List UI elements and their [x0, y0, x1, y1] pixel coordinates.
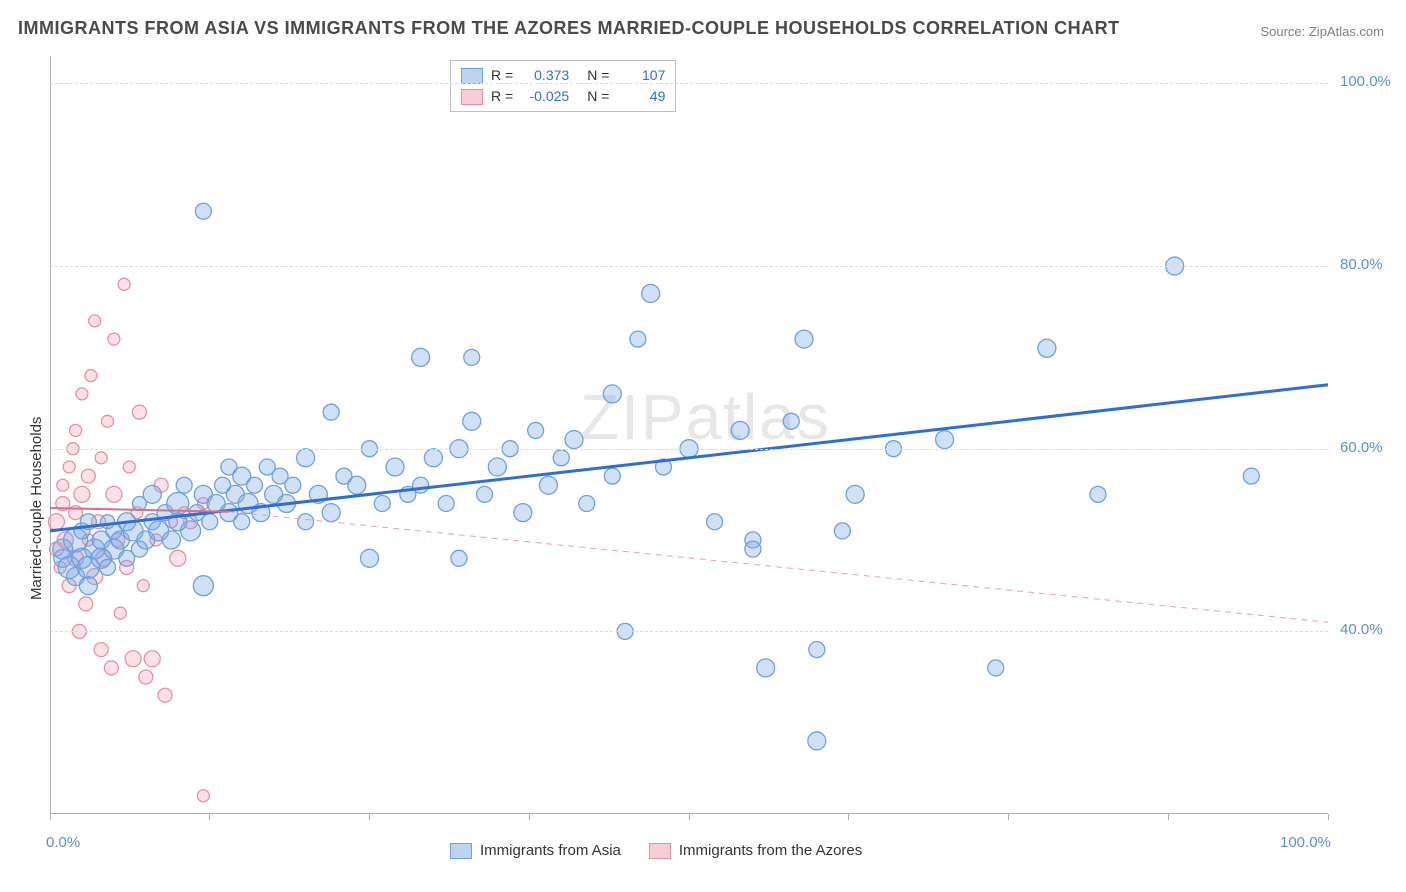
- point-asia: [579, 495, 595, 511]
- point-asia: [808, 732, 826, 750]
- point-asia: [79, 577, 97, 595]
- point-asia: [386, 458, 404, 476]
- point-asia: [514, 504, 532, 522]
- point-asia: [234, 514, 250, 530]
- point-asia: [193, 576, 213, 596]
- point-asia: [323, 404, 339, 420]
- point-asia: [297, 449, 315, 467]
- point-azores: [94, 643, 108, 657]
- point-asia: [195, 203, 211, 219]
- point-azores: [123, 461, 135, 473]
- point-asia: [298, 514, 314, 530]
- x-tick: [1168, 814, 1169, 820]
- point-asia: [731, 421, 749, 439]
- point-azores: [57, 479, 69, 491]
- point-asia: [464, 349, 480, 365]
- point-asia: [374, 495, 390, 511]
- point-asia: [809, 642, 825, 658]
- point-asia: [463, 412, 481, 430]
- point-asia: [988, 660, 1004, 676]
- point-azores: [170, 550, 186, 566]
- point-azores: [79, 597, 93, 611]
- point-azores: [74, 486, 90, 502]
- point-azores: [104, 661, 118, 675]
- point-azores: [114, 607, 126, 619]
- point-azores: [81, 469, 95, 483]
- point-asia: [745, 541, 761, 557]
- chart-svg: [0, 0, 1406, 892]
- point-asia: [181, 521, 201, 541]
- point-asia: [565, 431, 583, 449]
- point-asia: [936, 431, 954, 449]
- point-asia: [285, 477, 301, 493]
- point-azores: [144, 651, 160, 667]
- point-asia: [539, 476, 557, 494]
- point-asia: [162, 531, 180, 549]
- point-asia: [488, 458, 506, 476]
- x-tick: [209, 814, 210, 820]
- point-asia: [1038, 339, 1056, 357]
- point-azores: [63, 461, 75, 473]
- point-asia: [795, 330, 813, 348]
- point-asia: [424, 449, 442, 467]
- point-asia: [438, 495, 454, 511]
- point-azores: [132, 405, 146, 419]
- point-asia: [604, 468, 620, 484]
- x-tick: [689, 814, 690, 820]
- point-asia: [202, 514, 218, 530]
- point-asia: [528, 422, 544, 438]
- point-asia: [412, 348, 430, 366]
- gridline: [50, 449, 1328, 450]
- point-azores: [85, 370, 97, 382]
- x-tick: [848, 814, 849, 820]
- point-azores: [108, 333, 120, 345]
- point-azores: [137, 580, 149, 592]
- point-azores: [118, 278, 130, 290]
- point-asia: [348, 476, 366, 494]
- trendline-azores-dashed: [229, 512, 1328, 623]
- point-asia: [757, 659, 775, 677]
- x-tick: [1328, 814, 1329, 820]
- point-azores: [95, 452, 107, 464]
- gridline: [50, 631, 1328, 632]
- x-tick: [1008, 814, 1009, 820]
- point-azores: [76, 388, 88, 400]
- point-azores: [197, 790, 209, 802]
- point-azores: [158, 688, 172, 702]
- point-asia: [477, 486, 493, 502]
- point-asia: [630, 331, 646, 347]
- point-asia: [143, 485, 161, 503]
- point-azores: [89, 315, 101, 327]
- point-asia: [100, 559, 116, 575]
- point-asia: [413, 477, 429, 493]
- point-asia: [176, 477, 192, 493]
- point-asia: [834, 523, 850, 539]
- x-tick: [369, 814, 370, 820]
- point-asia: [603, 385, 621, 403]
- point-azores: [125, 651, 141, 667]
- point-asia: [322, 504, 340, 522]
- point-asia: [707, 514, 723, 530]
- point-asia: [642, 284, 660, 302]
- point-asia: [451, 550, 467, 566]
- trendline-asia: [50, 385, 1328, 531]
- point-azores: [70, 424, 82, 436]
- point-azores: [106, 486, 122, 502]
- point-asia: [1243, 468, 1259, 484]
- point-asia: [783, 413, 799, 429]
- gridline: [50, 83, 1328, 84]
- point-asia: [1090, 486, 1106, 502]
- point-asia: [846, 485, 864, 503]
- point-azores: [102, 415, 114, 427]
- point-azores: [48, 514, 64, 530]
- x-tick: [529, 814, 530, 820]
- point-asia: [553, 450, 569, 466]
- x-tick: [50, 814, 51, 820]
- gridline: [50, 266, 1328, 267]
- point-azores: [139, 670, 153, 684]
- point-asia: [246, 477, 262, 493]
- point-asia: [361, 549, 379, 567]
